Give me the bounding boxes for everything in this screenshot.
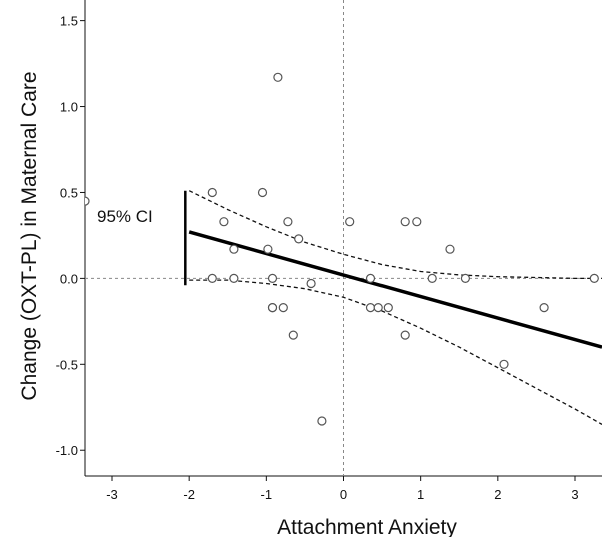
data-point (263, 244, 273, 254)
x-axis-title: Attachment Anxiety (277, 516, 457, 537)
y-axis-ticks: -1.0 -0.5 0.0 0.5 1.0 1.5 (56, 14, 85, 458)
ci-label: 95% CI (97, 207, 153, 226)
x-tick-label: -2 (183, 487, 195, 502)
data-point (412, 217, 422, 227)
x-tick-label: -3 (106, 487, 118, 502)
data-point (365, 303, 376, 313)
data-point (539, 303, 549, 313)
y-tick-label: 0.5 (60, 185, 78, 200)
data-point (400, 330, 410, 340)
y-tick-label: -0.5 (56, 357, 78, 372)
data-point (499, 359, 509, 369)
data-point (345, 217, 355, 227)
data-point (267, 303, 278, 313)
data-point (400, 217, 410, 227)
data-point (460, 273, 470, 283)
ci-lower-curve (189, 279, 602, 425)
data-point (283, 217, 293, 227)
data-point (229, 273, 239, 283)
data-point (294, 234, 304, 244)
data-point (445, 244, 455, 254)
data-point (589, 273, 599, 283)
data-point (383, 303, 393, 313)
data-point (427, 273, 437, 283)
data-point (207, 187, 217, 198)
data-point (273, 72, 283, 82)
y-tick-label: 1.0 (60, 100, 78, 115)
reference-lines (85, 0, 602, 476)
y-axis-title: Change (OXT-PL) in Maternal Care (18, 71, 41, 400)
data-point (207, 273, 217, 283)
data-point (278, 303, 288, 313)
ci-upper-curve (188, 190, 602, 280)
x-tick-label: 2 (494, 487, 501, 502)
regression-line (188, 230, 602, 349)
y-tick-label: 1.5 (60, 14, 78, 29)
data-points (85, 72, 599, 426)
regression-line-group (188, 230, 602, 349)
x-tick-label: 1 (417, 487, 424, 502)
data-point (267, 273, 278, 283)
data-point (373, 303, 383, 313)
x-axis-ticks: -3 -2 -1 0 1 2 3 (106, 476, 579, 502)
data-point (219, 217, 229, 227)
confidence-bands (188, 190, 602, 425)
data-point (365, 273, 376, 283)
data-point (288, 330, 298, 340)
data-point (85, 196, 90, 206)
y-tick-label: 0.0 (60, 271, 78, 286)
x-tick-label: 3 (571, 487, 578, 502)
x-tick-label: -1 (261, 487, 273, 502)
y-tick-label: -1.0 (56, 443, 78, 458)
data-point (306, 278, 316, 289)
data-point (317, 416, 327, 426)
data-point (257, 187, 268, 198)
x-tick-label: 0 (340, 487, 347, 502)
data-point (229, 244, 239, 254)
ci-annotation: 95% CI (97, 190, 187, 286)
